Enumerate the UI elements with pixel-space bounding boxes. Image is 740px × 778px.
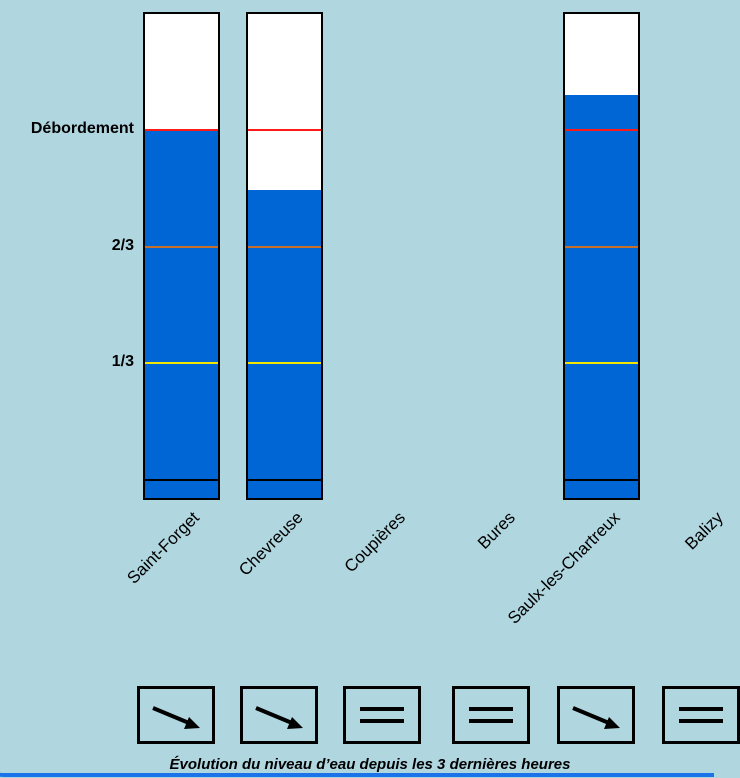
level-label-1: 2/3 xyxy=(111,236,134,254)
level-label-2: 1/3 xyxy=(111,353,134,371)
trend-indicator-4 xyxy=(557,686,635,744)
station-label-3: Bures xyxy=(473,508,519,553)
trend-indicator-2 xyxy=(343,686,421,744)
equals-stable-icon xyxy=(679,707,723,723)
threshold-line-0 xyxy=(248,129,321,131)
trend-indicator-3 xyxy=(452,686,530,744)
trend-indicator-5 xyxy=(662,686,740,744)
zero-line xyxy=(565,479,638,481)
station-label-1: Chevreuse xyxy=(234,508,307,580)
threshold-line-0 xyxy=(145,129,218,131)
zero-line xyxy=(145,479,218,481)
equals-stable-icon xyxy=(469,707,513,723)
arrow-down-right-icon xyxy=(572,706,620,729)
threshold-line-2 xyxy=(565,362,638,365)
threshold-line-1 xyxy=(248,245,321,248)
level-label-0: Débordement xyxy=(30,120,134,137)
threshold-line-1 xyxy=(565,245,638,248)
chart-caption: Évolution du niveau d’eau depuis les 3 d… xyxy=(169,756,571,773)
station-label-4: Saulx-les-Chartreux xyxy=(503,508,624,628)
gauge-0 xyxy=(143,12,220,500)
zero-line xyxy=(248,479,321,481)
gauge-4 xyxy=(563,12,640,500)
threshold-line-0 xyxy=(565,129,638,131)
arrow-down-right-icon xyxy=(255,706,303,729)
trend-indicator-0 xyxy=(137,686,215,744)
station-label-0: Saint-Forget xyxy=(122,508,203,588)
threshold-line-2 xyxy=(145,362,218,365)
threshold-line-2 xyxy=(248,362,321,365)
threshold-line-1 xyxy=(145,245,218,248)
water-level-fill xyxy=(145,130,218,498)
trend-indicator-1 xyxy=(240,686,318,744)
water-level-fill xyxy=(248,189,321,498)
station-label-5: Balizy xyxy=(680,508,727,554)
equals-stable-icon xyxy=(360,707,404,723)
water-level-fill xyxy=(565,95,638,498)
arrow-down-right-icon xyxy=(152,706,200,729)
gauge-1 xyxy=(246,12,323,500)
station-label-2: Coupières xyxy=(340,508,409,577)
